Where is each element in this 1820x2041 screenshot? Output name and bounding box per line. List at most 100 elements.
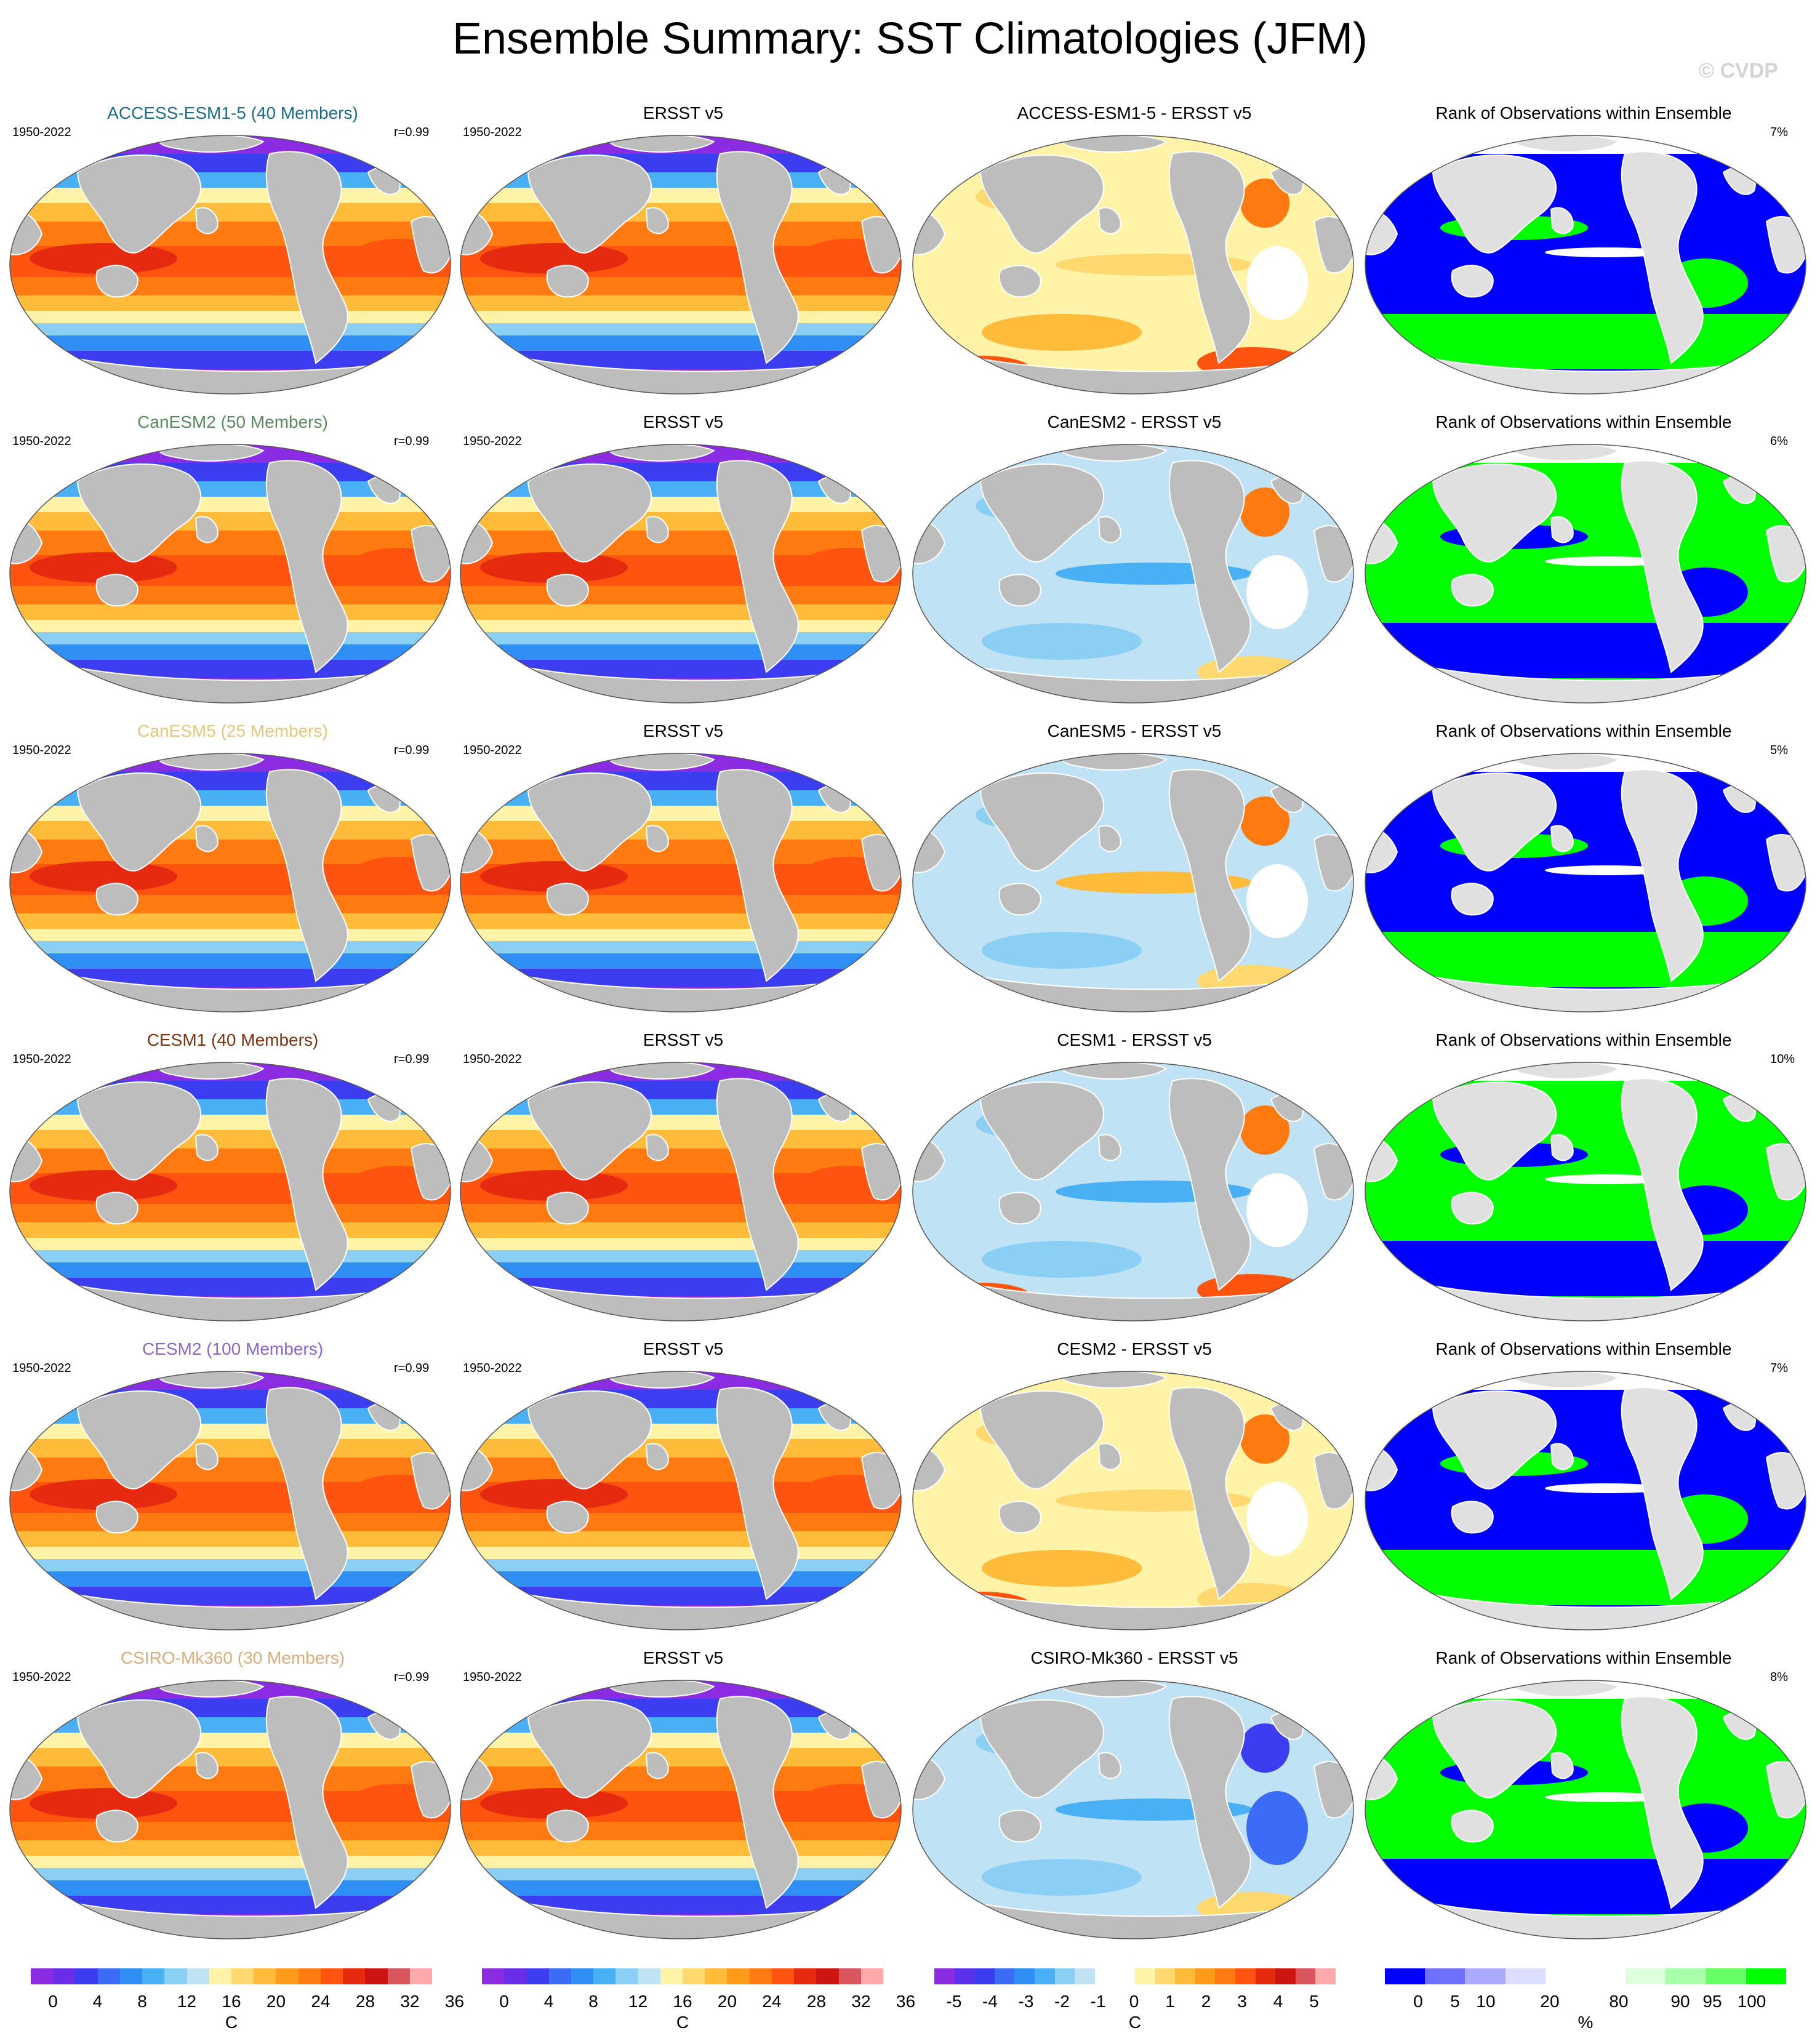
colorbar-tick-label: 1 — [1165, 1992, 1175, 2011]
colorbar-swatch — [387, 1968, 410, 1984]
colorbar-swatch — [31, 1968, 54, 1984]
colorbar-swatch — [298, 1968, 321, 1984]
colorbar-swatch — [1746, 1968, 1787, 1984]
model-sst-map-graphic — [9, 1371, 451, 1630]
rank-map — [1360, 1365, 1811, 1636]
colorbar-unit-label: C — [225, 2013, 238, 2032]
correlation-label: r=0.99 — [394, 1361, 430, 1375]
model-panel-title: CESM1 (40 Members) — [146, 1030, 319, 1049]
period-label: 1950-2022 — [12, 1361, 71, 1375]
model-sst-map — [5, 129, 455, 400]
diff-panel-title: CanESM2 - ERSST v5 — [1047, 412, 1222, 431]
colorbar-swatch — [1255, 1968, 1276, 1984]
colorbar-swatch — [119, 1968, 143, 1984]
rank-percent-label: 7% — [1770, 126, 1788, 139]
period-label: 1950-2022 — [463, 1361, 522, 1375]
diff-panel-title: CESM1 - ERSST v5 — [1057, 1030, 1212, 1049]
colorbar-tick-label: 0 — [499, 1992, 509, 2011]
colorbar-tick-label: 8 — [588, 1992, 598, 2011]
obs-panel-title: ERSST v5 — [643, 721, 724, 740]
model-sst-map — [5, 1056, 455, 1327]
rank-percent-label: 6% — [1770, 435, 1788, 448]
colorbar-tick-label: -5 — [946, 1992, 962, 2011]
colorbar-swatch — [1666, 1968, 1706, 1984]
period-label: 1950-2022 — [463, 126, 522, 139]
colorbar-swatch — [1054, 1968, 1075, 1984]
colorbar-swatch — [409, 1968, 432, 1984]
obs-sst-colorbar — [482, 1968, 883, 1984]
model-sst-map-graphic — [9, 1680, 451, 1939]
colorbar-swatch — [1215, 1968, 1235, 1984]
colorbar-swatch — [1295, 1968, 1316, 1984]
colorbar-swatch — [1115, 1968, 1135, 1984]
rank-map-graphic — [1365, 135, 1806, 395]
diff-panel-title: ACCESS-ESM1-5 - ERSST v5 — [1017, 103, 1252, 122]
colorbar-tick-label: 4 — [1273, 1992, 1283, 2011]
correlation-label: r=0.99 — [394, 1670, 430, 1684]
colorbar-swatch — [1505, 1968, 1545, 1984]
colorbar-tick-label: 8 — [137, 1992, 147, 2011]
rank-map-graphic — [1365, 1062, 1806, 1321]
obs-panel-title: ERSST v5 — [643, 1030, 724, 1049]
difference-map — [908, 747, 1358, 1018]
difference-map-graphic — [912, 135, 1354, 395]
difference-map — [908, 1056, 1358, 1327]
period-label: 1950-2022 — [12, 1670, 71, 1684]
difference-map-graphic — [912, 1062, 1354, 1321]
colorbar-tick-label: 20 — [717, 1992, 737, 2011]
colorbar-tick-label: 24 — [311, 1992, 331, 2011]
colorbar-swatch — [1155, 1968, 1176, 1984]
model-sst-map-graphic — [9, 753, 451, 1012]
obs-sst-map — [455, 747, 906, 1018]
colorbar-swatch — [682, 1968, 705, 1984]
colorbar-swatch — [860, 1968, 883, 1984]
colorbar-swatch — [209, 1968, 231, 1984]
colorbar-swatch — [994, 1968, 1015, 1984]
rank-panel-title: Rank of Observations within Ensemble — [1435, 721, 1732, 740]
page-title: Ensemble Summary: SST Climatologies (JFM… — [452, 14, 1368, 63]
colorbar-unit-label: C — [676, 2013, 689, 2032]
model-sst-map-graphic — [9, 135, 451, 395]
colorbar-tick-label: 80 — [1609, 1992, 1629, 2011]
obs-panel-title: ERSST v5 — [643, 412, 724, 431]
rank-map-graphic — [1365, 1371, 1806, 1630]
rank-map — [1360, 1056, 1811, 1327]
colorbar-swatch — [1315, 1968, 1336, 1984]
colorbar-swatch — [1195, 1968, 1216, 1984]
rank-panel-title: Rank of Observations within Ensemble — [1435, 1648, 1732, 1667]
colorbar-swatch — [794, 1968, 817, 1984]
colorbar-swatch — [1465, 1968, 1505, 1984]
colorbar-swatch — [1235, 1968, 1256, 1984]
colorbar-swatch — [571, 1968, 594, 1984]
colorbar-swatch — [526, 1968, 549, 1984]
rank-percent-label: 8% — [1770, 1670, 1788, 1684]
colorbar-swatch — [1545, 1968, 1586, 1984]
colorbar-tick-label: 4 — [92, 1992, 103, 2011]
obs-sst-map-graphic — [460, 1062, 902, 1321]
colorbar-swatch — [1275, 1968, 1296, 1984]
obs-sst-map — [455, 438, 906, 709]
colorbar-swatch — [1385, 1968, 1425, 1984]
colorbar-tick-label: 20 — [266, 1992, 286, 2011]
colorbar-swatch — [164, 1968, 187, 1984]
colorbar-swatch — [320, 1968, 343, 1984]
colorbar-swatch — [186, 1968, 209, 1984]
colorbar-swatch — [1585, 1968, 1626, 1984]
colorbar-swatch — [365, 1968, 388, 1984]
colorbar-swatch — [53, 1968, 76, 1984]
model-sst-map — [5, 747, 455, 1018]
colorbar-swatch — [660, 1968, 683, 1984]
colorbar-tick-label: 16 — [222, 1992, 241, 2011]
colorbar-swatch — [75, 1968, 98, 1984]
period-label: 1950-2022 — [12, 126, 71, 139]
colorbar-tick-label: 36 — [896, 1992, 916, 2011]
difference-map — [908, 129, 1358, 400]
colorbar-tick-label: 10 — [1476, 1992, 1496, 2011]
obs-sst-map-graphic — [460, 1371, 902, 1630]
colorbar-tick-label: -2 — [1054, 1992, 1070, 2011]
obs-panel-title: ERSST v5 — [643, 1648, 724, 1667]
colorbar-unit-label: C — [1128, 2013, 1142, 2032]
obs-sst-map — [455, 1056, 906, 1327]
colorbar-swatch — [1706, 1968, 1746, 1984]
rank-map — [1360, 129, 1811, 400]
